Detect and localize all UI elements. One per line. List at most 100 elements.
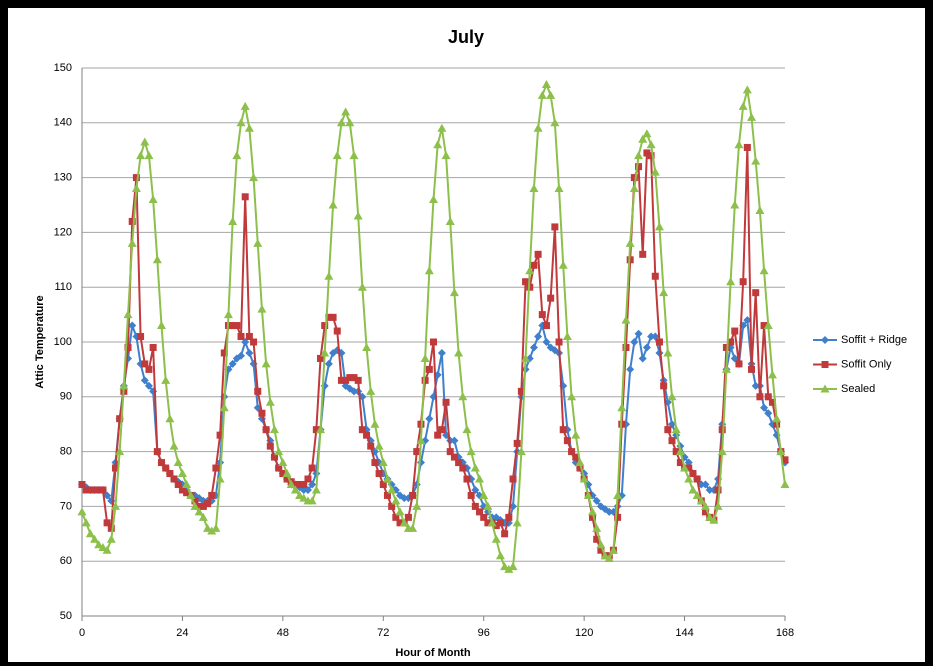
marker (416, 458, 425, 467)
marker (131, 184, 141, 193)
marker (223, 310, 233, 319)
marker (546, 90, 556, 99)
marker (99, 486, 107, 494)
marker (81, 518, 91, 527)
marker (388, 502, 396, 510)
x-tick-label: 72 (377, 627, 389, 639)
marker (462, 425, 472, 434)
marker (174, 480, 182, 488)
marker (283, 475, 291, 483)
marker (442, 398, 450, 406)
marker (261, 359, 271, 368)
marker (571, 430, 581, 439)
marker (541, 79, 551, 88)
marker (738, 101, 748, 110)
marker (370, 419, 380, 428)
marker (459, 464, 467, 472)
marker (530, 261, 538, 269)
marker (144, 151, 154, 160)
marker (249, 359, 258, 368)
marker (324, 359, 333, 368)
marker (229, 322, 237, 330)
marker (366, 386, 376, 395)
marker (667, 392, 677, 401)
marker (689, 470, 697, 478)
legend-label: Sealed (841, 383, 875, 395)
marker (446, 448, 454, 456)
x-tick-label: 168 (776, 627, 794, 639)
marker (600, 551, 610, 560)
x-tick-label: 0 (79, 627, 85, 639)
marker (409, 491, 417, 499)
marker (692, 490, 702, 499)
marker (328, 200, 338, 209)
marker (357, 282, 367, 291)
marker (463, 475, 471, 483)
x-tick-label: 48 (277, 627, 289, 639)
marker (321, 322, 329, 330)
marker (654, 222, 664, 231)
marker (329, 313, 337, 321)
y-tick-label: 50 (60, 610, 72, 622)
marker (555, 338, 563, 346)
marker (240, 101, 250, 110)
marker (755, 205, 765, 214)
marker (430, 338, 437, 346)
marker (311, 485, 321, 494)
marker (647, 152, 655, 160)
marker (516, 447, 526, 456)
marker (688, 485, 698, 494)
marker (177, 469, 187, 478)
marker (136, 151, 146, 160)
marker (132, 174, 140, 182)
marker (262, 426, 270, 434)
marker (237, 333, 245, 341)
x-tick-label: 96 (478, 627, 490, 639)
marker (534, 250, 542, 258)
marker (743, 143, 751, 151)
marker (85, 529, 95, 538)
marker (382, 474, 392, 483)
marker (718, 426, 726, 434)
marker (517, 387, 525, 395)
marker (608, 545, 618, 554)
marker (512, 518, 522, 527)
marker (236, 118, 246, 127)
marker (254, 387, 262, 395)
marker (776, 447, 786, 456)
marker (249, 173, 259, 182)
marker (265, 397, 275, 406)
marker (266, 442, 274, 450)
marker (258, 409, 266, 417)
marker (634, 151, 644, 160)
marker (178, 486, 186, 494)
marker (721, 364, 731, 373)
marker (748, 365, 756, 373)
marker (245, 333, 253, 341)
marker (336, 118, 346, 127)
marker (103, 519, 111, 527)
marker (82, 486, 90, 494)
marker (705, 485, 714, 494)
marker (781, 456, 789, 464)
marker (727, 338, 735, 346)
marker (149, 343, 157, 351)
marker (169, 441, 179, 450)
marker (483, 501, 493, 510)
marker (731, 327, 739, 335)
marker (420, 353, 430, 362)
marker (346, 374, 354, 382)
marker (320, 348, 330, 357)
marker (705, 512, 715, 521)
x-tick-label: 120 (575, 627, 593, 639)
marker (161, 375, 171, 384)
marker (78, 480, 86, 488)
marker (743, 316, 752, 325)
y-axis-label: Attic Temperature (34, 295, 46, 388)
marker (137, 333, 145, 341)
marker (505, 513, 513, 521)
marker (747, 112, 757, 121)
marker (412, 501, 422, 510)
marker (458, 392, 468, 401)
